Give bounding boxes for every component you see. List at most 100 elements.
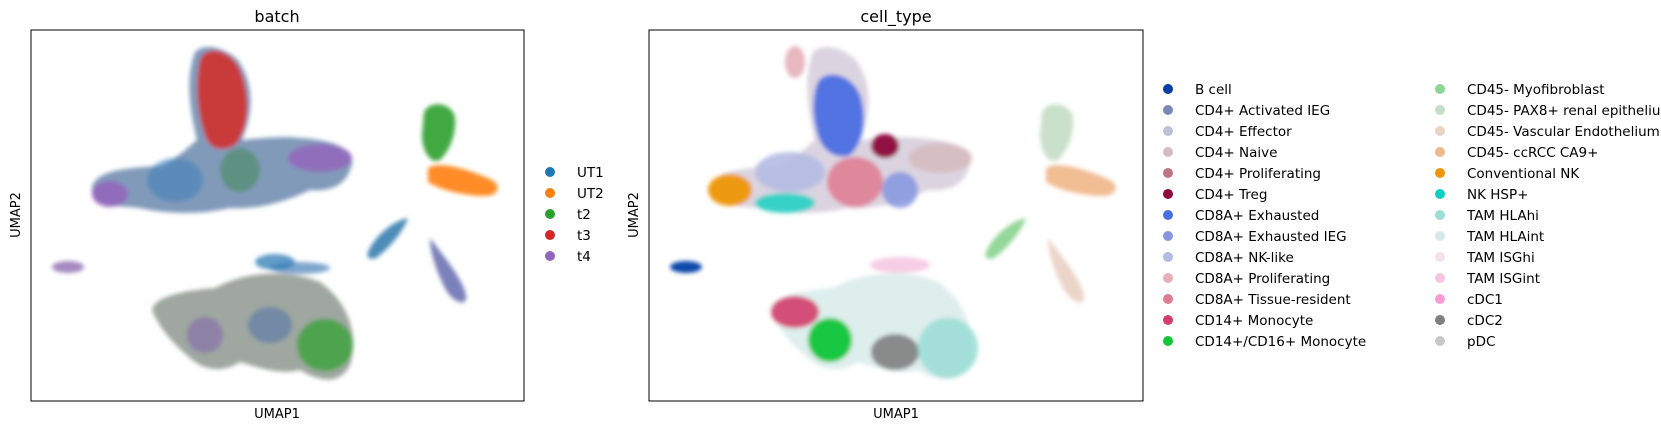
celltype-cluster-cd8-exhausted <box>813 74 864 157</box>
cell-type-scatter <box>670 46 1116 380</box>
legend-label: TAM HLAhi <box>1466 208 1539 224</box>
batch-axes-frame <box>30 29 525 402</box>
legend-label: TAM ISGhi <box>1466 250 1535 266</box>
legend-marker <box>1163 189 1173 199</box>
celltype-cluster-nk-hsp <box>755 193 815 213</box>
legend-entry: CD8A+ Exhausted IEG <box>1163 229 1347 245</box>
legend-label: B cell <box>1195 82 1232 98</box>
legend-label: TAM ISGint <box>1466 271 1540 287</box>
legend-label: CD4+ Naive <box>1195 145 1277 161</box>
legend-marker <box>1435 168 1445 178</box>
legend-label: CD14+ Monocyte <box>1195 313 1313 329</box>
legend-label: CD8A+ NK-like <box>1195 250 1294 266</box>
legend-marker <box>1435 252 1445 262</box>
celltype-cluster-cd8-nklike <box>755 152 825 192</box>
batch-xlabel: UMAP1 <box>254 407 300 422</box>
legend-entry: t4 <box>545 249 591 265</box>
celltype-cluster-tam-hlahi <box>918 318 978 378</box>
legend-label: TAM HLAint <box>1466 229 1544 245</box>
legend-label: CD8A+ Exhausted IEG <box>1195 229 1347 245</box>
batch-cluster-right-streak-1 <box>367 218 408 259</box>
legend-marker <box>1163 231 1173 241</box>
celltype-cluster-cd14-cd16-monocyte <box>808 318 852 362</box>
batch-cluster-red-core <box>197 50 248 149</box>
legend-label: CD8A+ Proliferating <box>1195 271 1330 287</box>
legend-entry: CD4+ Activated IEG <box>1163 103 1330 119</box>
legend-marker <box>1435 273 1445 283</box>
legend-entry: cDC1 <box>1435 292 1503 308</box>
celltype-cluster-myofibroblast <box>985 218 1026 259</box>
legend-label: UT2 <box>577 186 604 202</box>
cell-type-xlabel: UMAP1 <box>873 407 919 422</box>
celltype-cluster-cdc2 <box>871 334 919 370</box>
cell-type-title: cell_type <box>860 7 931 27</box>
legend-label: cDC2 <box>1467 313 1503 329</box>
celltype-cluster-cd8-tissue-resident <box>827 157 883 207</box>
legend-marker <box>1435 294 1445 304</box>
legend-entry: cDC2 <box>1435 313 1503 329</box>
batch-title: batch <box>254 7 299 26</box>
legend-label: CD45- Myofibroblast <box>1467 82 1605 98</box>
legend-marker <box>545 167 555 177</box>
legend-marker <box>1435 105 1445 115</box>
cell-type-legend: B cell CD4+ Activated IEG CD4+ Effector CD4… <box>1163 82 1661 350</box>
legend-marker <box>1435 147 1445 157</box>
celltype-cluster-tam-isgint <box>870 257 930 273</box>
celltype-cluster-ccrcc <box>1046 165 1116 196</box>
legend-label: CD45- PAX8+ renal epithelium <box>1467 103 1661 119</box>
legend-entry: UT2 <box>545 186 604 202</box>
cell-type-ylabel: UMAP2 <box>627 192 642 238</box>
legend-marker <box>1163 294 1173 304</box>
legend-marker <box>1163 252 1173 262</box>
cell-type-axes-frame <box>648 29 1144 402</box>
legend-marker <box>1435 336 1445 346</box>
legend-marker <box>545 188 555 198</box>
celltype-cluster-conventional-nk <box>708 174 752 206</box>
legend-marker <box>1435 189 1445 199</box>
legend-marker <box>1163 105 1173 115</box>
legend-marker <box>1163 315 1173 325</box>
batch-cluster-green-mid <box>220 148 260 192</box>
legend-label: CD4+ Treg <box>1195 187 1267 203</box>
legend-entry: CD8A+ Tissue-resident <box>1163 292 1351 308</box>
legend-marker <box>1435 126 1445 136</box>
legend-entry: CD4+ Proliferating <box>1163 166 1321 182</box>
legend-marker <box>1163 168 1173 178</box>
legend-label: CD45- ccRCC CA9+ <box>1467 145 1598 161</box>
celltype-cluster-b-cell <box>670 261 702 273</box>
legend-entry: B cell <box>1163 82 1232 98</box>
legend-label: NK HSP+ <box>1467 187 1528 203</box>
legend-label: CD8A+ Exhausted <box>1195 208 1319 224</box>
panel-batch: batch <box>9 7 604 422</box>
legend-label: CD4+ Activated IEG <box>1195 103 1330 119</box>
legend-entry: TAM ISGint <box>1435 271 1540 287</box>
legend-marker <box>1163 336 1173 346</box>
legend-label: UT1 <box>577 165 604 181</box>
batch-clusters <box>52 46 498 380</box>
legend-entry: CD8A+ Proliferating <box>1163 271 1330 287</box>
legend-marker <box>1435 231 1445 241</box>
legend-entry: CD14+ Monocyte <box>1163 313 1313 329</box>
legend-entry: CD8A+ Exhausted <box>1163 208 1319 224</box>
celltype-cluster-cd14-monocyte <box>771 296 819 328</box>
legend-label: CD14+/CD16+ Monocyte <box>1195 334 1366 350</box>
legend-entry: t2 <box>545 207 591 223</box>
celltype-cluster-cd8-exhausted-ieg <box>882 172 918 208</box>
legend-marker <box>1163 84 1173 94</box>
legend-marker <box>1163 273 1173 283</box>
legend-entry: CD45- Myofibroblast <box>1435 82 1605 98</box>
legend-label: pDC <box>1467 334 1495 350</box>
legend-marker <box>1163 210 1173 220</box>
batch-ylabel: UMAP2 <box>9 192 24 238</box>
legend-marker <box>1163 126 1173 136</box>
batch-cluster-right-upper <box>422 104 456 161</box>
batch-cluster-blue-bottom <box>248 307 292 343</box>
legend-entry: CD45- Vascular Endothelium <box>1435 124 1660 140</box>
batch-scatter <box>52 46 498 380</box>
legend-label: CD8A+ Tissue-resident <box>1195 292 1351 308</box>
batch-legend: UT1 UT2 t2 t3 t4 <box>545 165 604 265</box>
legend-label: Conventional NK <box>1467 166 1580 182</box>
legend-label: CD4+ Proliferating <box>1195 166 1321 182</box>
legend-entry: TAM HLAint <box>1435 229 1544 245</box>
legend-label: t4 <box>577 249 591 265</box>
